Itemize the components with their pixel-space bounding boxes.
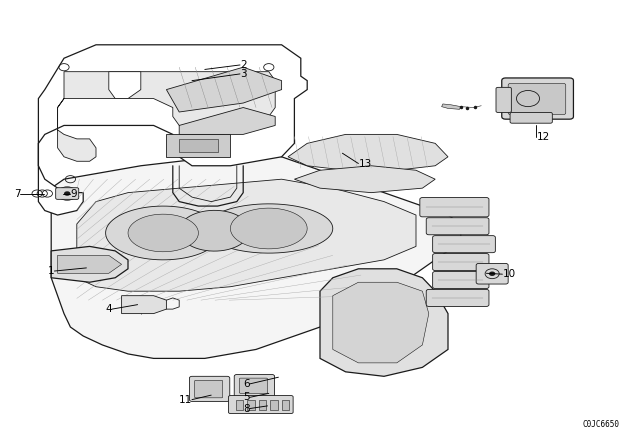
Bar <box>236 400 243 410</box>
FancyBboxPatch shape <box>508 83 566 115</box>
Polygon shape <box>294 166 435 193</box>
Polygon shape <box>320 269 448 376</box>
Text: 2: 2 <box>240 60 246 70</box>
Text: 9: 9 <box>70 189 77 198</box>
Polygon shape <box>179 211 250 251</box>
FancyBboxPatch shape <box>502 78 573 119</box>
FancyBboxPatch shape <box>56 188 79 199</box>
FancyBboxPatch shape <box>510 112 552 123</box>
Polygon shape <box>128 214 198 252</box>
Text: 5: 5 <box>243 392 250 402</box>
Polygon shape <box>122 296 166 314</box>
FancyBboxPatch shape <box>426 218 489 235</box>
Bar <box>270 400 278 410</box>
FancyBboxPatch shape <box>433 271 489 289</box>
Text: 11: 11 <box>179 395 192 405</box>
Text: 1: 1 <box>48 266 54 276</box>
FancyBboxPatch shape <box>433 254 489 271</box>
Polygon shape <box>58 255 122 273</box>
Circle shape <box>64 191 70 196</box>
Polygon shape <box>51 152 461 358</box>
Polygon shape <box>179 139 218 152</box>
Polygon shape <box>333 282 429 363</box>
Polygon shape <box>166 67 282 112</box>
Text: 3: 3 <box>240 69 246 79</box>
Polygon shape <box>205 204 333 253</box>
Polygon shape <box>38 45 307 215</box>
Circle shape <box>489 271 495 276</box>
Polygon shape <box>230 208 307 249</box>
Polygon shape <box>106 206 221 260</box>
FancyBboxPatch shape <box>433 236 495 253</box>
Polygon shape <box>442 104 461 109</box>
FancyBboxPatch shape <box>234 375 275 397</box>
Polygon shape <box>77 179 416 291</box>
FancyBboxPatch shape <box>228 396 293 414</box>
Text: 13: 13 <box>358 159 372 168</box>
Bar <box>259 400 266 410</box>
FancyBboxPatch shape <box>420 198 489 217</box>
FancyBboxPatch shape <box>189 376 230 401</box>
FancyBboxPatch shape <box>476 263 508 284</box>
Polygon shape <box>58 72 275 161</box>
Polygon shape <box>109 72 141 99</box>
FancyBboxPatch shape <box>195 380 223 398</box>
Bar <box>282 400 289 410</box>
Polygon shape <box>288 134 448 170</box>
Polygon shape <box>179 108 275 134</box>
Polygon shape <box>51 246 128 282</box>
Text: 8: 8 <box>243 404 250 414</box>
Bar <box>247 400 255 410</box>
FancyBboxPatch shape <box>496 87 511 112</box>
Text: 4: 4 <box>106 304 112 314</box>
FancyBboxPatch shape <box>239 378 268 393</box>
Text: C0JC6650: C0JC6650 <box>582 420 620 429</box>
Text: 6: 6 <box>243 379 250 389</box>
Text: 10: 10 <box>502 269 516 279</box>
Text: 7: 7 <box>14 189 20 198</box>
FancyBboxPatch shape <box>426 289 489 306</box>
Polygon shape <box>166 134 230 157</box>
Text: 12: 12 <box>536 132 550 142</box>
